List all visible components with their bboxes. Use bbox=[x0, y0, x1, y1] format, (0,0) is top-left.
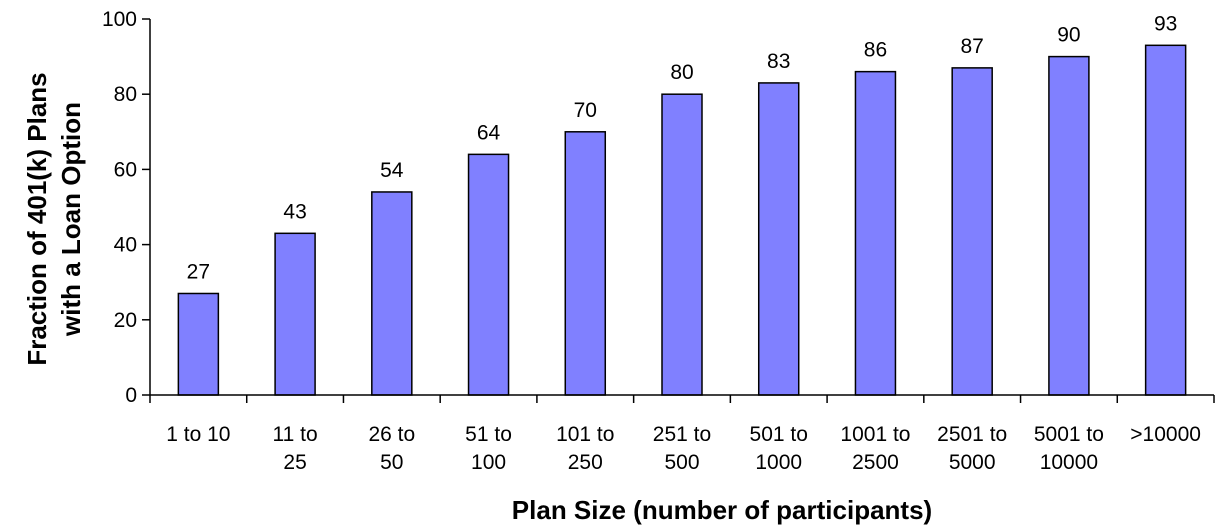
y-tick-label: 60 bbox=[114, 158, 137, 181]
x-category-label: 26 to 50 bbox=[368, 423, 415, 474]
bars bbox=[177, 44, 1187, 396]
bar bbox=[371, 191, 413, 396]
x-category-label: 11 to 25 bbox=[273, 423, 318, 474]
x-axis-ticks bbox=[149, 395, 1215, 403]
y-tick-label: 20 bbox=[114, 309, 137, 332]
axes bbox=[149, 19, 1214, 396]
x-category-label: >10000 bbox=[1130, 423, 1201, 446]
bar bbox=[757, 82, 800, 396]
data-labels: 27 43 54 64 70 80 83 86 87 90 93 bbox=[187, 12, 1178, 283]
x-category-label: 251 to 500 bbox=[653, 423, 711, 474]
y-axis-title: Fraction of 401(k) Plans with a Loan Opti… bbox=[22, 72, 86, 365]
y-tick-label: 80 bbox=[114, 83, 137, 106]
y-tick-label: 0 bbox=[125, 384, 137, 407]
data-label: 43 bbox=[283, 200, 306, 223]
x-category-label: 1001 to 2500 bbox=[840, 423, 910, 474]
data-label: 70 bbox=[574, 99, 597, 122]
bar bbox=[1048, 55, 1090, 396]
y-tick-label: 40 bbox=[114, 234, 137, 257]
data-label: 54 bbox=[380, 159, 404, 182]
x-category-label: 2501 to 5000 bbox=[937, 423, 1007, 474]
bar bbox=[467, 153, 510, 396]
bar bbox=[177, 292, 220, 396]
bar bbox=[661, 93, 703, 396]
x-category-label: 101 to 250 bbox=[556, 423, 614, 474]
data-label: 86 bbox=[864, 39, 887, 62]
bar bbox=[951, 67, 993, 396]
bar bbox=[564, 131, 607, 396]
x-category-label: 501 to 1000 bbox=[750, 423, 808, 474]
y-axis-ticks: 0 20 40 60 80 100 bbox=[102, 8, 150, 407]
data-label: 27 bbox=[187, 260, 210, 283]
x-axis-title: Plan Size (number of participants) bbox=[512, 495, 932, 525]
bar bbox=[274, 232, 316, 396]
bar bbox=[1144, 44, 1187, 396]
y-tick-label: 100 bbox=[102, 8, 137, 31]
data-label: 80 bbox=[670, 61, 693, 84]
data-label: 87 bbox=[961, 35, 984, 58]
bar bbox=[854, 70, 897, 396]
data-label: 83 bbox=[767, 50, 790, 73]
data-label: 90 bbox=[1057, 24, 1080, 47]
x-category-label: 1 to 10 bbox=[166, 423, 230, 446]
x-category-label: 51 to 100 bbox=[465, 423, 512, 474]
category-labels: 1 to 10 11 to 25 26 to 50 51 to 100 101 to 250 25… bbox=[166, 423, 1201, 474]
data-label: 93 bbox=[1154, 12, 1177, 35]
x-category-label: 5001 to 10000 bbox=[1034, 423, 1104, 474]
data-label: 64 bbox=[477, 121, 501, 144]
